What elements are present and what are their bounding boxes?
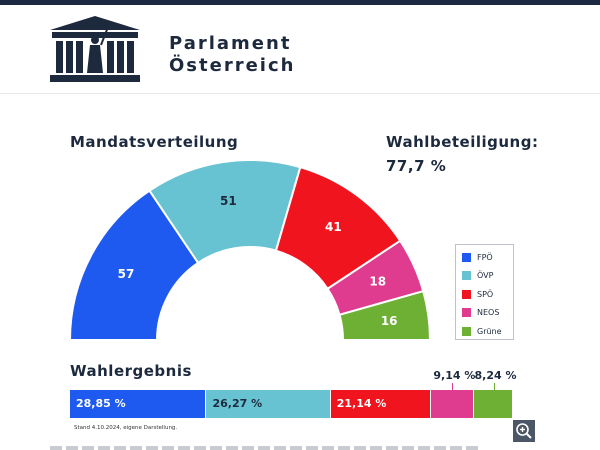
zoom-in-icon (516, 423, 532, 439)
chart-legend: FPÖ ÖVP SPÖ NEOS Grüne (455, 244, 514, 340)
legend-label: ÖVP (477, 271, 494, 281)
site-header: Parlament Österreich (0, 5, 600, 94)
legend-swatch (462, 289, 471, 299)
seat-label-0: 57 (118, 267, 135, 281)
result-segment-1: 26,27 % (206, 390, 331, 418)
result-label-3: 9,14 % (433, 369, 476, 382)
brand-line-1: Parlament (169, 33, 292, 54)
seat-label-2: 41 (325, 220, 342, 234)
result-segment-3 (430, 390, 474, 418)
legend-label: SPÖ (477, 289, 494, 299)
seat-label-4: 16 (381, 314, 398, 328)
seat-label-1: 51 (220, 194, 237, 208)
parliament-building-icon[interactable] (50, 16, 140, 82)
legend-item: FPÖ (462, 248, 513, 267)
legend-label: FPÖ (477, 252, 493, 262)
result-segment-0: 28,85 % (70, 390, 207, 418)
result-callout-tick-4 (493, 383, 495, 390)
top-bar (0, 0, 600, 5)
legend-item: ÖVP (462, 267, 513, 286)
mandates-heading: Mandatsverteilung (70, 133, 239, 151)
cropped-text-line (50, 446, 480, 450)
turnout-value: 77,7 % (386, 157, 447, 175)
brand-name[interactable]: Parlament Österreich (169, 33, 295, 77)
result-label-4: 8,24 % (474, 369, 517, 382)
result-stacked-bar: 28,85 % 26,27 % 21,14 % (70, 390, 513, 418)
brand-line-2: Österreich (169, 55, 296, 76)
result-segment-2: 21,14 % (330, 390, 431, 418)
seat-slice-4 (338, 289, 432, 341)
legend-swatch (462, 252, 471, 262)
legend-swatch (462, 326, 471, 336)
legend-label: NEOS (477, 308, 500, 318)
result-label-2: 21,14 % (336, 397, 387, 410)
legend-item: NEOS (462, 304, 513, 323)
legend-item: SPÖ (462, 285, 513, 304)
result-callout-tick-3 (452, 383, 454, 390)
footnote: Stand 4.10.2024, eigene Darstellung. (74, 425, 178, 431)
results-heading: Wahlergebnis (70, 362, 192, 380)
result-label-0: 28,85 % (76, 397, 126, 410)
turnout-heading: Wahlbeteiligung: (386, 133, 539, 151)
zoom-button[interactable] (513, 420, 535, 442)
legend-swatch (462, 271, 471, 281)
result-segment-4 (473, 390, 513, 418)
legend-label: Grüne (477, 326, 502, 336)
result-label-1: 26,27 % (212, 397, 263, 410)
legend-item: Grüne (462, 322, 513, 341)
seat-label-3: 18 (369, 275, 386, 289)
legend-swatch (462, 308, 471, 318)
